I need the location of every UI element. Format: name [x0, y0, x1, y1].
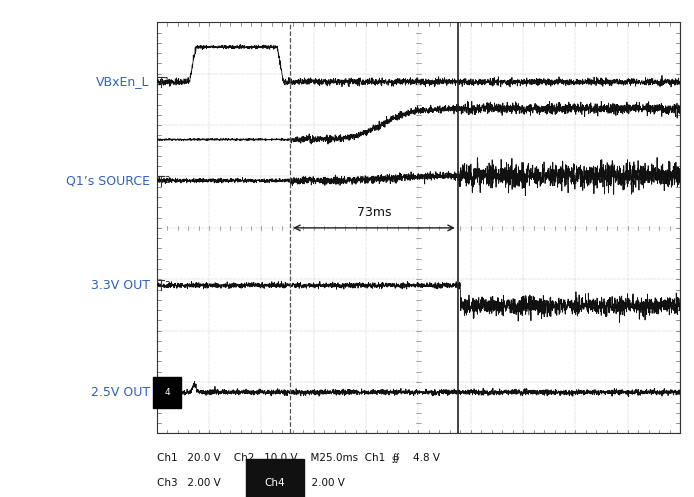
Text: 3: 3: [164, 281, 170, 290]
Text: 2.00 V: 2.00 V: [305, 478, 344, 488]
Text: Ch1   20.0 V    Ch2   10.0 V    M25.0ms  Ch1  ∯    4.8 V: Ch1 20.0 V Ch2 10.0 V M25.0ms Ch1 ∯ 4.8 …: [157, 453, 440, 463]
Text: Ch3   2.00 V: Ch3 2.00 V: [157, 478, 234, 488]
Text: 3.3V OUT: 3.3V OUT: [91, 279, 150, 292]
Text: VBxEn_L: VBxEn_L: [96, 76, 150, 88]
Text: 73ms: 73ms: [357, 206, 391, 219]
Text: 1: 1: [164, 78, 170, 86]
Text: 4: 4: [164, 388, 170, 397]
Text: 2: 2: [164, 176, 170, 185]
Text: 2.5V OUT: 2.5V OUT: [91, 386, 150, 399]
Text: Q1’s SOURCE: Q1’s SOURCE: [66, 174, 150, 187]
Text: Ch4: Ch4: [264, 478, 285, 488]
Text: 4: 4: [164, 388, 170, 397]
